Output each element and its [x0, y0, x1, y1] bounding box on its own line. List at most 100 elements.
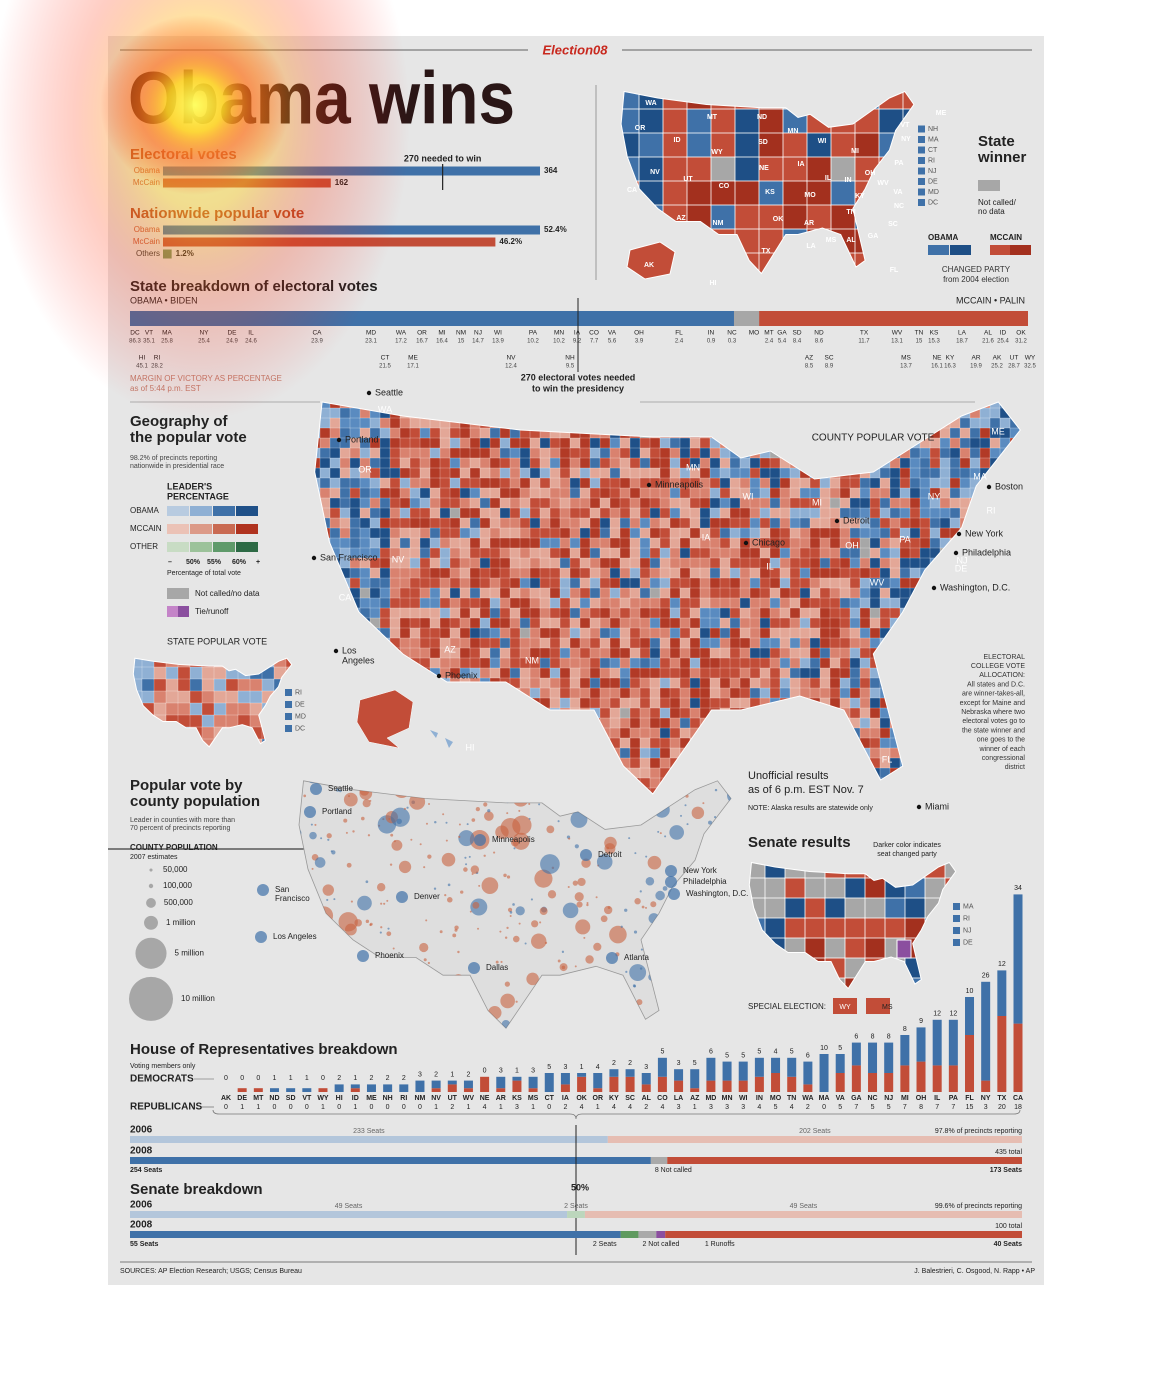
map-region [479, 547, 491, 559]
state-code: NM [456, 330, 466, 337]
state-code: MI [438, 330, 445, 337]
map-region [499, 617, 511, 629]
allocation-note: Nebraska where two [961, 709, 1025, 716]
map-region [629, 577, 641, 589]
map-region [909, 537, 921, 549]
seat-segment [620, 1231, 639, 1238]
map-region [589, 497, 601, 509]
map-region [849, 557, 861, 569]
state-code: MA [162, 330, 172, 337]
value-label: 6 [806, 1052, 810, 1059]
state-code: VA [608, 330, 617, 337]
map-region [629, 637, 641, 649]
segment-label: 49 Seats [335, 1203, 363, 1210]
map-region [619, 577, 631, 589]
map-region [759, 507, 771, 519]
bar-segment [835, 1054, 845, 1073]
map-region [549, 437, 561, 449]
map-region [782, 180, 808, 206]
map-region [469, 657, 481, 669]
map-region [579, 437, 591, 449]
map-region [449, 547, 461, 559]
map-region [579, 567, 591, 579]
map-region [889, 507, 901, 519]
map-region [629, 667, 641, 679]
map-region [909, 557, 921, 569]
map-region [819, 647, 831, 659]
city-dot [834, 518, 840, 524]
map-region [449, 567, 461, 579]
map-region [439, 497, 451, 509]
map-region [539, 467, 551, 479]
map-region [749, 677, 761, 689]
map-region [739, 647, 751, 659]
map-region [399, 567, 411, 579]
map-region [389, 427, 401, 439]
map-region [419, 627, 431, 639]
map-region [509, 467, 521, 479]
section-title: Senate results [748, 834, 851, 851]
map-region [469, 437, 481, 449]
map-region [449, 627, 461, 639]
category-label: WV [463, 1095, 475, 1102]
map-region [549, 567, 561, 579]
value-label: 20 [998, 1104, 1006, 1111]
map-region [729, 577, 741, 589]
map-region [719, 637, 731, 649]
value-label: 2 [806, 1104, 810, 1111]
map-region [639, 487, 651, 499]
inset-title: STATE POPULAR VOTE [167, 636, 267, 646]
map-region [599, 607, 611, 619]
map-region [369, 487, 381, 499]
map-region [459, 447, 471, 459]
county-bubble [493, 851, 496, 854]
map-region [819, 557, 831, 569]
map-region [519, 577, 531, 589]
state-label: IN [845, 177, 852, 184]
segment-label: 254 Seats [130, 1167, 162, 1174]
annotation: to win the presidency [532, 383, 624, 393]
state-code: CO [589, 330, 599, 337]
map-region [379, 617, 391, 629]
segment-label: 2 Seats [564, 1203, 588, 1210]
map-region [829, 637, 841, 649]
map-region [899, 567, 911, 579]
bar-segment [981, 1080, 991, 1092]
map-region [638, 132, 664, 158]
map-region [479, 557, 491, 569]
map-region [579, 667, 591, 679]
map-region [429, 497, 441, 509]
county-bubble [504, 981, 510, 987]
city-bubble [606, 952, 618, 964]
map-region [979, 457, 991, 469]
county-bubble [585, 955, 594, 964]
county-bubble [398, 860, 412, 874]
state-swatch [285, 701, 292, 708]
map-region [449, 607, 461, 619]
map-region [739, 547, 751, 559]
category-label: NV [431, 1095, 441, 1102]
map-region [929, 477, 941, 489]
map-region [709, 587, 721, 599]
map-region [739, 607, 751, 619]
map-region [869, 487, 881, 499]
map-region [201, 678, 215, 692]
map-region [729, 657, 741, 669]
map-region [699, 657, 711, 669]
map-region [799, 607, 811, 619]
map-region [449, 517, 461, 529]
value-label: 8 [871, 1033, 875, 1040]
map-region [489, 577, 501, 589]
value-label: 2 [644, 1104, 648, 1111]
map-region [679, 567, 691, 579]
legend-label: OBAMA [928, 233, 958, 242]
map-region [919, 507, 931, 519]
map-region [519, 467, 531, 479]
map-region [619, 597, 631, 609]
map-region [689, 637, 701, 649]
county-bubble [441, 852, 456, 867]
state-label: FL [890, 267, 899, 274]
map-region [734, 180, 760, 206]
map-region [319, 437, 331, 449]
map-region [579, 517, 591, 529]
